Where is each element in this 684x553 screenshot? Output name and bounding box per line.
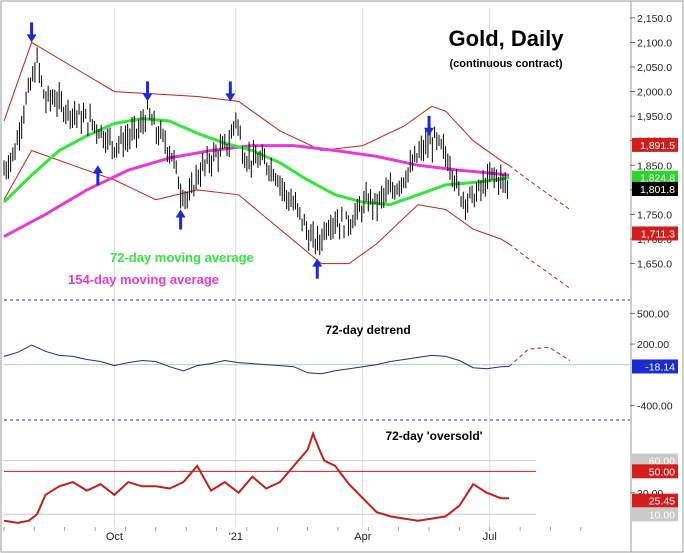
- value-box-text: 1,711.3: [641, 228, 675, 240]
- oversold-line: [3, 430, 510, 524]
- osc-ref-box: 50.00: [632, 464, 678, 479]
- upper-envelope: [3, 41, 510, 166]
- lower-projection: [508, 243, 571, 289]
- value-box-text: 1,801.8: [640, 184, 675, 196]
- detrend-tick-label: -400.00: [637, 401, 673, 413]
- value-boxes: 1,891.51,824.81,801.81,711.3-18.1425.456…: [632, 137, 678, 522]
- value-box: 1,801.8: [632, 181, 678, 196]
- value-box-text: 1,824.8: [640, 173, 675, 185]
- value-box-bg: [632, 359, 678, 374]
- value-box: -18.14: [632, 359, 678, 374]
- ma154-label: 154-day moving average: [68, 272, 219, 287]
- detrend-projection-line: [508, 346, 571, 367]
- arrow-head: [142, 93, 153, 102]
- cycle-top-arrow: [26, 22, 37, 43]
- price-tick-label: 1,650.0: [637, 259, 672, 271]
- oscillator-panel: [3, 430, 536, 524]
- chart-subtitle: (continuous contract): [449, 58, 562, 70]
- ma154-line: [3, 144, 510, 238]
- detrend-tick-label: 200.00: [637, 339, 669, 351]
- x-tick-label: Apr: [354, 531, 371, 543]
- osc-ref-box-bg: [632, 464, 678, 479]
- value-box: 1,824.8: [632, 170, 678, 185]
- arrow-head: [225, 93, 236, 102]
- osc-ref-box-bg: [632, 453, 678, 468]
- price-tick-label: 1,950.0: [637, 111, 672, 123]
- detrend-tick-label: 500.00: [637, 308, 669, 320]
- arrow-head: [312, 258, 323, 267]
- cycle-bottom-arrow: [312, 258, 323, 279]
- value-box-bg: [632, 181, 678, 196]
- ma72-label: 72-day moving average: [110, 250, 254, 265]
- osc-ref-box-text: 50.00: [649, 466, 675, 478]
- arrow-head: [26, 34, 37, 43]
- value-box-text: -18.14: [645, 361, 675, 373]
- upper-projection: [508, 164, 571, 210]
- cycle-top-arrow: [142, 81, 153, 102]
- cycle-bottom-arrow: [175, 209, 186, 230]
- x-tick-label: Oct: [106, 531, 123, 543]
- x-tick-label: '21: [229, 531, 243, 543]
- osc-ref-box: 10.00: [632, 507, 678, 522]
- price-tick-label: 1,750.0: [637, 209, 672, 221]
- price-tick-label: 2,150.0: [637, 13, 672, 25]
- arrow-head: [424, 127, 435, 136]
- cycle-top-arrow: [225, 81, 236, 102]
- value-box-bg: [632, 226, 678, 241]
- price-tick-label: 2,050.0: [637, 62, 672, 74]
- value-box-bg: [632, 170, 678, 185]
- cycle-arrows: [26, 22, 435, 279]
- oversold-label: 72-day 'oversold': [385, 429, 482, 443]
- value-box-bg: [632, 137, 678, 152]
- value-box-text: 25.45: [649, 496, 675, 508]
- cycle-top-arrow: [424, 115, 435, 136]
- value-box: 25.45: [632, 493, 678, 508]
- value-box-text: 1,891.5: [640, 140, 675, 152]
- detrend-line: [3, 344, 510, 375]
- value-box: 1,891.5: [632, 137, 678, 152]
- ma72-line: [2, 117, 510, 207]
- value-box-bg: [632, 493, 678, 508]
- arrow-head: [92, 165, 103, 174]
- x-tick-label: Jul: [483, 531, 497, 543]
- price-tick-label: 1,850.0: [637, 160, 672, 172]
- price-tick-label: 2,000.0: [637, 87, 672, 99]
- price-bars: [3, 47, 508, 256]
- value-box: 1,711.3: [632, 226, 678, 241]
- grid-layer: [3, 8, 635, 531]
- cycle-bottom-arrow: [92, 165, 103, 186]
- arrow-head: [175, 209, 186, 218]
- osc-ref-box-text: 10.00: [649, 509, 675, 521]
- price-tick-label: 2,100.0: [637, 37, 672, 49]
- detrend-label: 72-day detrend: [325, 323, 410, 337]
- moving-averages: [2, 117, 510, 238]
- osc-ref-box-bg: [632, 507, 678, 522]
- chart-title: Gold, Daily: [449, 26, 565, 51]
- detrend-panel: [3, 344, 630, 375]
